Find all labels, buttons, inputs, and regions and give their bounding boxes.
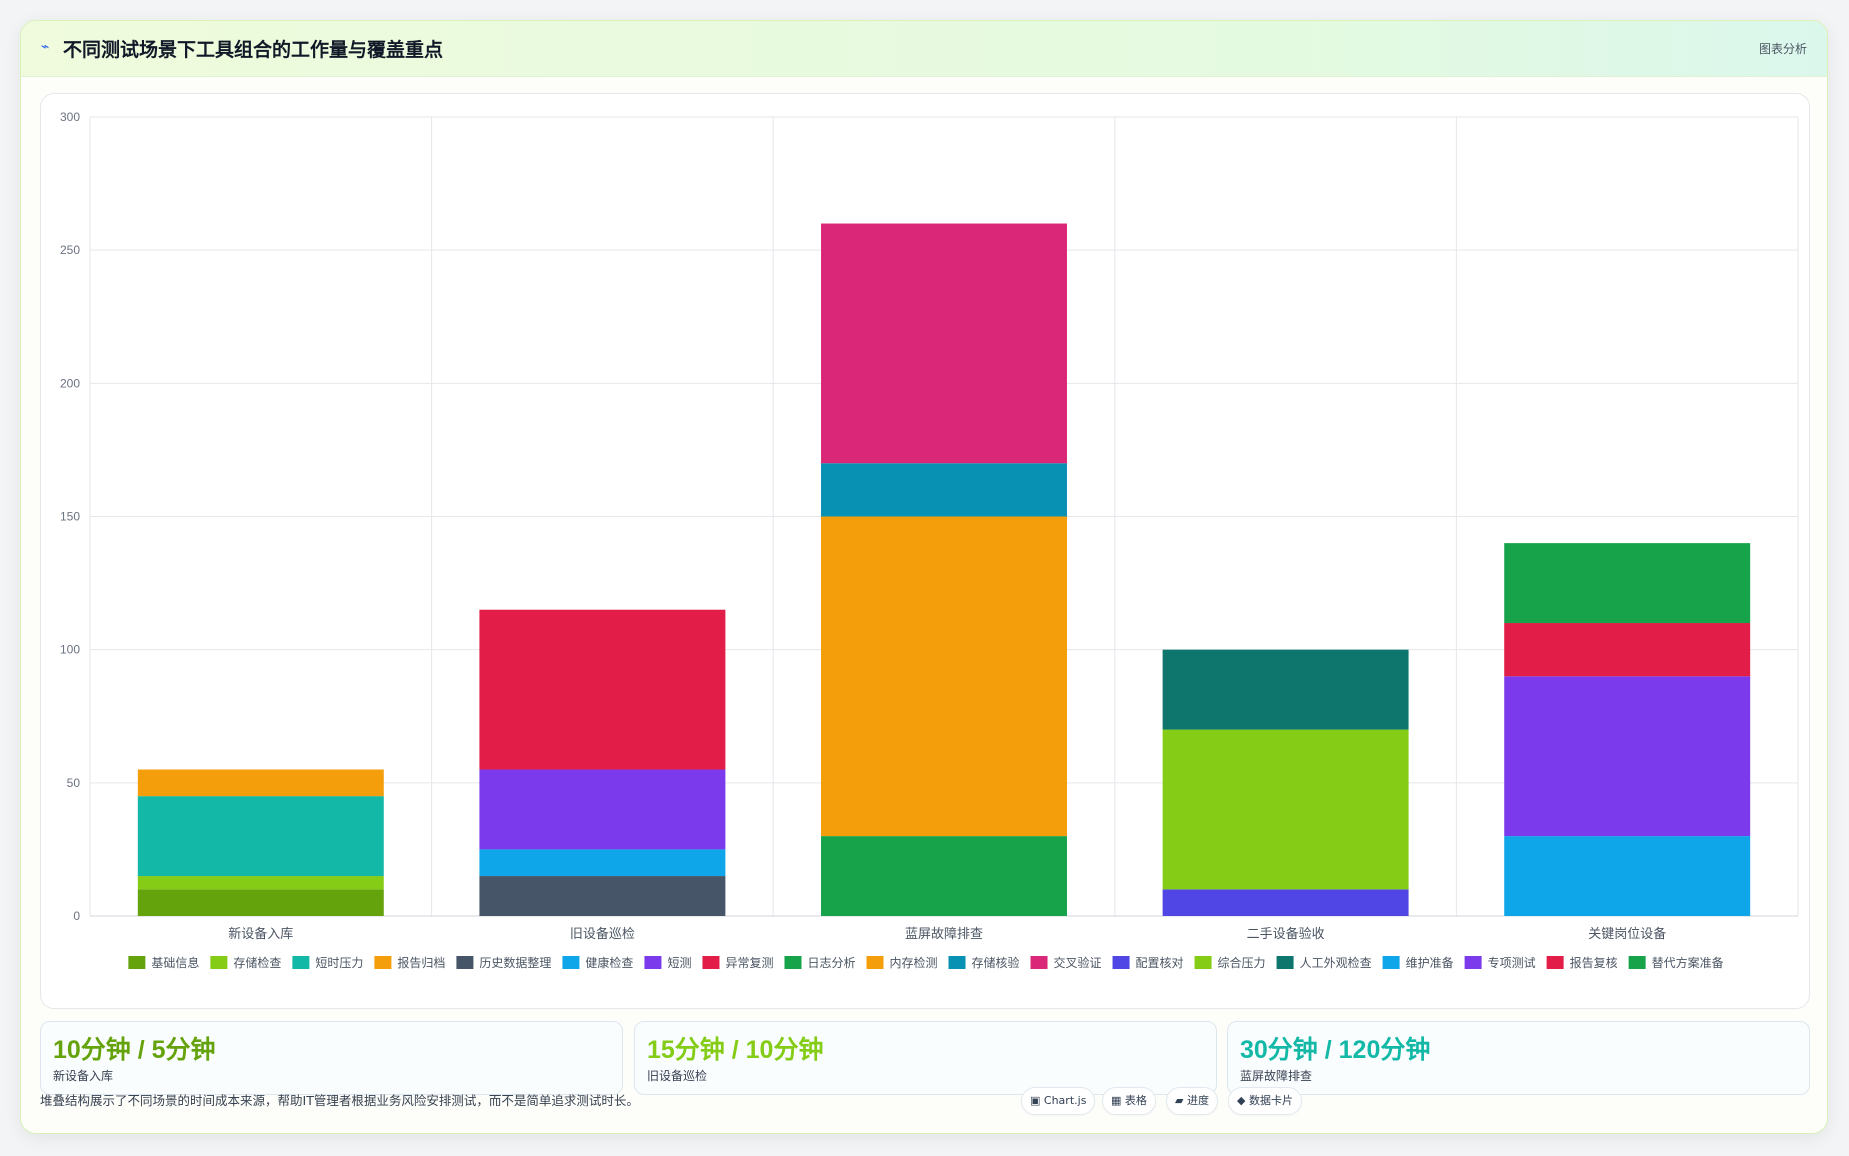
card-header: ⌁ 不同测试场景下工具组合的工作量与覆盖重点 图表分析 <box>21 21 1827 77</box>
table-icon: ▦ <box>1111 1094 1122 1107</box>
legend-label: 内存检测 <box>889 955 937 970</box>
y-tick-label: 0 <box>73 909 80 923</box>
legend-swatch <box>644 956 662 969</box>
y-tick-label: 100 <box>60 643 80 657</box>
y-tick-label: 300 <box>60 110 80 124</box>
legend-swatch <box>456 956 474 969</box>
metric-card-1: 10分钟 / 5分钟 新设备入库 <box>40 1021 623 1095</box>
legend-swatch <box>374 956 392 969</box>
metric-label: 旧设备巡检 <box>647 1069 708 1083</box>
legend-swatch <box>128 956 146 969</box>
legend-label: 报告归档 <box>397 955 445 970</box>
x-tick-label: 新设备入库 <box>228 926 293 942</box>
legend-label: 报告复核 <box>1570 955 1618 970</box>
chart-card: ⌁ 不同测试场景下工具组合的工作量与覆盖重点 图表分析 0 50 100 150 200… <box>20 20 1828 1134</box>
bar-segment <box>479 849 726 877</box>
legend-label: 配置核对 <box>1136 956 1184 970</box>
x-tick-label: 旧设备巡检 <box>570 926 635 942</box>
legend-label: 异常复测 <box>725 956 773 970</box>
bar-segment <box>1162 649 1409 730</box>
legend-label: 维护准备 <box>1406 956 1454 970</box>
bar-segment <box>479 876 726 916</box>
bar-segment <box>137 769 384 797</box>
legend-swatch <box>1194 956 1212 969</box>
bar-segment <box>1504 676 1751 837</box>
legend-label: 短时压力 <box>315 956 363 970</box>
bar-segment <box>1504 623 1751 677</box>
y-tick-label: 250 <box>60 243 80 257</box>
x-tick-label: 蓝屏故障排查 <box>905 927 983 942</box>
y-tick-label: 150 <box>60 510 80 524</box>
chart-analysis-tag: 图表分析 <box>1758 42 1807 56</box>
legend-swatch <box>784 956 802 969</box>
y-tick-label: 50 <box>67 776 81 790</box>
chip-progress[interactable]: ▰ 进度 <box>1166 1087 1218 1115</box>
legend-swatch <box>292 956 310 969</box>
legend-swatch <box>948 956 966 969</box>
legend-label: 基础信息 <box>151 955 199 970</box>
bar-segment <box>1162 729 1409 890</box>
bar-segment <box>1504 836 1751 916</box>
legend-label: 健康检查 <box>585 955 633 970</box>
legend-swatch <box>702 956 720 969</box>
legend-swatch <box>1276 956 1294 969</box>
bar-segment <box>479 769 726 850</box>
chip-label: 数据卡片 <box>1248 1094 1293 1107</box>
legend-swatch <box>1628 956 1646 969</box>
chart-icon: ▣ <box>1030 1094 1041 1107</box>
legend-swatch <box>210 956 228 969</box>
y-tick-label: 200 <box>60 376 80 390</box>
page-title: 不同测试场景下工具组合的工作量与覆盖重点 <box>63 39 444 61</box>
x-tick-label: 二手设备验收 <box>1247 926 1325 942</box>
legend-swatch <box>1030 956 1048 969</box>
chip-label: 表格 <box>1124 1094 1147 1107</box>
diamond-icon: ◆ <box>1237 1094 1246 1107</box>
chart-panel: 0 50 100 150 200 250 300 新设备入库 旧设备巡检 蓝屏故障排查 二手设备验收… <box>40 93 1810 1009</box>
metric-value: 15分钟 / 10分钟 <box>647 1036 824 1064</box>
bar-segment <box>1504 543 1751 624</box>
legend-label: 短测 <box>667 956 691 970</box>
bar-segment <box>479 609 726 770</box>
bar-segment <box>821 223 1067 464</box>
legend-swatch <box>866 956 884 969</box>
chip-table[interactable]: ▦ 表格 <box>1102 1087 1156 1115</box>
bar-segment <box>821 516 1067 837</box>
metric-card-2: 15分钟 / 10分钟 旧设备巡检 <box>634 1021 1217 1095</box>
legend-label: 存储检查 <box>233 955 281 970</box>
chip-label: Chart.js <box>1043 1094 1087 1107</box>
bar-segment <box>137 796 384 877</box>
legend-label: 人工外观检查 <box>1300 955 1372 970</box>
chip-label: 进度 <box>1186 1094 1209 1107</box>
legend-swatch <box>1112 956 1130 969</box>
metric-value: 30分钟 / 120分钟 <box>1240 1036 1431 1064</box>
chip-chartjs[interactable]: ▣ Chart.js <box>1021 1087 1096 1115</box>
legend-swatch <box>1546 956 1564 969</box>
legend-label: 专项测试 <box>1488 955 1536 970</box>
legend-label: 综合压力 <box>1218 955 1266 970</box>
legend-label: 日志分析 <box>807 956 855 970</box>
metric-card-3: 30分钟 / 120分钟 蓝屏故障排查 <box>1227 1021 1810 1095</box>
legend-swatch <box>1382 956 1400 969</box>
stacked-bar-chart: 0 50 100 150 200 250 300 新设备入库 旧设备巡检 蓝屏故障排查 二手设备验收… <box>60 110 1799 970</box>
metric-value: 10分钟 / 5分钟 <box>53 1036 216 1064</box>
progress-icon: ▰ <box>1175 1094 1184 1107</box>
bar-segment <box>821 836 1067 916</box>
bar-segment <box>821 463 1067 517</box>
legend-swatch <box>1464 956 1482 969</box>
pulse-icon: ⌁ <box>41 39 50 55</box>
legend-swatch <box>562 956 580 969</box>
bar-segment <box>137 876 384 890</box>
x-tick-label: 关键岗位设备 <box>1588 926 1666 942</box>
legend-label: 替代方案准备 <box>1652 955 1724 970</box>
bar-segment <box>137 889 384 916</box>
metric-label: 新设备入库 <box>53 1069 114 1083</box>
metric-label: 蓝屏故障排查 <box>1240 1069 1313 1083</box>
legend-label: 存储核验 <box>972 955 1020 970</box>
legend-label: 交叉验证 <box>1054 955 1102 970</box>
bar-segment <box>1162 889 1409 916</box>
chip-data-card[interactable]: ◆ 数据卡片 <box>1228 1087 1302 1115</box>
legend-label: 历史数据整理 <box>479 955 551 970</box>
chart-footnote: 堆叠结构展示了不同场景的时间成本来源，帮助IT管理者根据业务风险安排测试，而不是… <box>40 1093 639 1108</box>
